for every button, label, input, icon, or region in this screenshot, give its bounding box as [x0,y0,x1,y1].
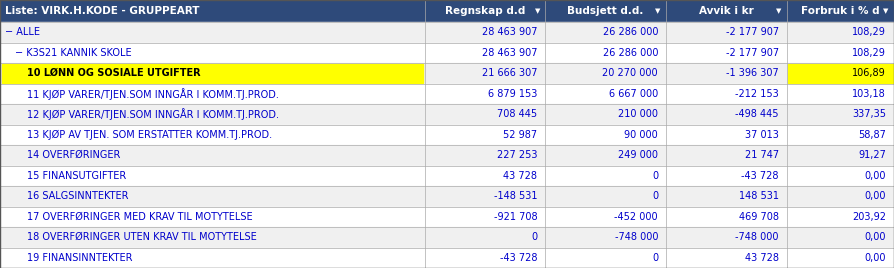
Text: 14 OVERFØRINGER: 14 OVERFØRINGER [27,150,121,160]
Bar [0,22,894,43]
Text: -43 728: -43 728 [741,171,779,181]
Text: Liste: VIRK.H.KODE - GRUPPEART: Liste: VIRK.H.KODE - GRUPPEART [5,6,199,16]
Text: -1 396 307: -1 396 307 [726,68,779,78]
Text: 21 747: 21 747 [745,150,779,160]
Bar [0,43,894,63]
Text: -212 153: -212 153 [735,89,779,99]
Text: 28 463 907: 28 463 907 [482,27,537,37]
Text: Forbruk i % d: Forbruk i % d [801,6,880,16]
Text: 91,27: 91,27 [858,150,886,160]
Text: -2 177 907: -2 177 907 [726,48,779,58]
Text: -921 708: -921 708 [493,212,537,222]
Text: 11 KJØP VARER/TJEN.SOM INNGÅR I KOMM.TJ.PROD.: 11 KJØP VARER/TJEN.SOM INNGÅR I KOMM.TJ.… [27,88,279,100]
Text: 203,92: 203,92 [852,212,886,222]
Text: 108,29: 108,29 [852,48,886,58]
Text: 21 666 307: 21 666 307 [482,68,537,78]
Text: 90 000: 90 000 [624,130,658,140]
Text: ▼: ▼ [535,8,540,14]
Text: 26 286 000: 26 286 000 [603,48,658,58]
Bar [0,186,894,207]
Text: ▼: ▼ [883,8,889,14]
Text: 469 708: 469 708 [738,212,779,222]
Text: 337,35: 337,35 [852,109,886,119]
Bar [0,166,894,186]
Text: 6 879 153: 6 879 153 [488,89,537,99]
Text: ▼: ▼ [655,8,661,14]
Bar [0,207,894,227]
Text: 18 OVERFØRINGER UTEN KRAV TIL MOTYTELSE: 18 OVERFØRINGER UTEN KRAV TIL MOTYTELSE [27,232,257,242]
Text: -748 000: -748 000 [735,232,779,242]
Bar [0,248,894,268]
Text: 13 KJØP AV TJEN. SOM ERSTATTER KOMM.TJ.PROD.: 13 KJØP AV TJEN. SOM ERSTATTER KOMM.TJ.P… [27,130,272,140]
Text: 0,00: 0,00 [864,253,886,263]
Text: ▼: ▼ [776,8,781,14]
Text: 0: 0 [531,232,537,242]
Text: Avvik i kr: Avvik i kr [699,6,754,16]
Text: -43 728: -43 728 [500,253,537,263]
Text: 58,87: 58,87 [858,130,886,140]
Text: Regnskap d.d: Regnskap d.d [445,6,525,16]
Text: 19 FINANSINNTEKTER: 19 FINANSINNTEKTER [27,253,132,263]
Bar [788,64,893,83]
Text: 12 KJØP VARER/TJEN.SOM INNGÅR I KOMM.TJ.PROD.: 12 KJØP VARER/TJEN.SOM INNGÅR I KOMM.TJ.… [27,108,279,120]
Text: Budsjett d.d.: Budsjett d.d. [568,6,644,16]
Text: 106,89: 106,89 [852,68,886,78]
Text: 108,29: 108,29 [852,27,886,37]
Bar [0,63,894,84]
Text: 26 286 000: 26 286 000 [603,27,658,37]
Text: 0,00: 0,00 [864,191,886,201]
Text: − ALLE: − ALLE [5,27,40,37]
Text: 52 987: 52 987 [503,130,537,140]
Text: -452 000: -452 000 [614,212,658,222]
Text: -2 177 907: -2 177 907 [726,27,779,37]
Text: − K3S21 KANNIK SKOLE: − K3S21 KANNIK SKOLE [15,48,131,58]
Text: 0: 0 [652,253,658,263]
Text: 43 728: 43 728 [503,171,537,181]
Text: 6 667 000: 6 667 000 [609,89,658,99]
Text: 0: 0 [652,171,658,181]
Bar [0,0,894,22]
Text: -748 000: -748 000 [614,232,658,242]
Text: 0,00: 0,00 [864,171,886,181]
Text: 0: 0 [652,191,658,201]
Text: -498 445: -498 445 [735,109,779,119]
Bar [0,84,894,104]
Text: 148 531: 148 531 [738,191,779,201]
Text: 17 OVERFØRINGER MED KRAV TIL MOTYTELSE: 17 OVERFØRINGER MED KRAV TIL MOTYTELSE [27,212,253,222]
Text: -148 531: -148 531 [493,191,537,201]
Bar [0,125,894,145]
Text: 227 253: 227 253 [497,150,537,160]
Text: 20 270 000: 20 270 000 [603,68,658,78]
Text: 16 SALGSINNTEKTER: 16 SALGSINNTEKTER [27,191,129,201]
Text: 10 LØNN OG SOSIALE UTGIFTER: 10 LØNN OG SOSIALE UTGIFTER [27,68,200,78]
Bar [2,64,423,83]
Text: 28 463 907: 28 463 907 [482,48,537,58]
Bar [0,145,894,166]
Text: 708 445: 708 445 [497,109,537,119]
Text: 210 000: 210 000 [618,109,658,119]
Text: 15 FINANSUTGIFTER: 15 FINANSUTGIFTER [27,171,126,181]
Text: 43 728: 43 728 [745,253,779,263]
Text: 37 013: 37 013 [745,130,779,140]
Text: 249 000: 249 000 [618,150,658,160]
Bar [0,227,894,248]
Text: 103,18: 103,18 [852,89,886,99]
Bar [0,104,894,125]
Text: 0,00: 0,00 [864,232,886,242]
